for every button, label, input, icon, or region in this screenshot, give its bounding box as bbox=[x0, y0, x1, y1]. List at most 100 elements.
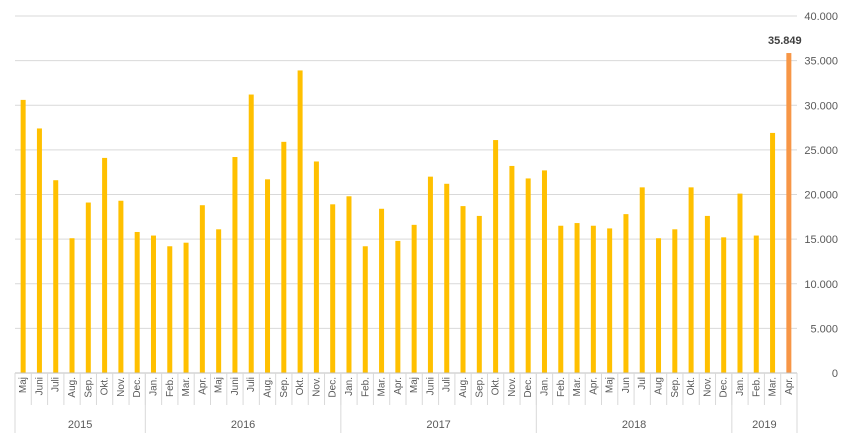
x-tick-label: Juli bbox=[51, 377, 62, 392]
x-tick-label: Jun bbox=[621, 377, 632, 393]
year-label: 2017 bbox=[426, 419, 450, 431]
x-tick-label: Apr. bbox=[588, 377, 599, 395]
x-tick-label: Sep. bbox=[279, 377, 290, 398]
bar bbox=[346, 196, 352, 373]
x-tick-label: Nov. bbox=[702, 377, 713, 397]
bar bbox=[395, 240, 401, 373]
x-tick-label: Maj bbox=[409, 377, 420, 393]
x-tick-label: Sep. bbox=[670, 377, 681, 398]
x-tick-label: Nov. bbox=[507, 377, 518, 397]
bar bbox=[379, 208, 385, 373]
x-tick-label: Mar. bbox=[181, 377, 192, 396]
bar bbox=[656, 238, 662, 373]
x-tick-label: Juli bbox=[246, 377, 257, 392]
x-tick-label: Jan. bbox=[735, 377, 746, 396]
bar bbox=[721, 237, 727, 373]
x-tick-label: Mar. bbox=[377, 377, 388, 396]
bar bbox=[330, 204, 336, 373]
bar bbox=[737, 193, 743, 373]
x-tick-label: Okt. bbox=[686, 377, 697, 395]
y-tick-label: 20.000 bbox=[804, 190, 838, 202]
bar bbox=[118, 200, 124, 373]
bar bbox=[297, 70, 303, 373]
year-label: 2016 bbox=[231, 419, 255, 431]
bar bbox=[102, 157, 108, 373]
x-tick-label: Aug. bbox=[263, 377, 274, 398]
x-tick-label: Apr. bbox=[784, 377, 795, 395]
bar bbox=[558, 225, 564, 373]
bar bbox=[134, 231, 140, 373]
x-tick-label: Mar. bbox=[572, 377, 583, 396]
x-tick-label: Okt. bbox=[491, 377, 502, 395]
y-axis: 0 5.000 10.000 15.000 20.000 25.000 30.000 35.0… bbox=[804, 11, 838, 380]
x-tick-label: Okt. bbox=[295, 377, 306, 395]
year-label: 2015 bbox=[68, 419, 92, 431]
x-tick-label: Jan. bbox=[148, 377, 159, 396]
x-tick-label: Dec. bbox=[132, 377, 143, 398]
x-tick-label: Nov. bbox=[116, 377, 127, 397]
x-tick-label: Apr. bbox=[393, 377, 404, 395]
bar bbox=[20, 99, 26, 374]
bar bbox=[672, 229, 678, 373]
bar bbox=[411, 224, 417, 373]
y-tick-label: 30.000 bbox=[804, 100, 838, 112]
x-tick-label: Okt. bbox=[100, 377, 111, 395]
bar bbox=[786, 53, 792, 374]
bar bbox=[362, 246, 368, 373]
bar bbox=[427, 176, 433, 373]
x-tick-label: Apr. bbox=[197, 377, 208, 395]
bar bbox=[85, 202, 91, 373]
x-tick-label: Jan. bbox=[344, 377, 355, 396]
x-tick-label: Dec. bbox=[719, 377, 730, 398]
y-tick-label: 5.000 bbox=[810, 323, 838, 335]
bar bbox=[69, 238, 75, 373]
bar bbox=[313, 161, 319, 373]
x-tick-label: Nov. bbox=[311, 377, 322, 397]
bar bbox=[590, 225, 596, 373]
x-tick-label: Juni bbox=[34, 377, 45, 395]
x-tick-label: Maj bbox=[605, 377, 616, 393]
x-tick-label: Feb. bbox=[165, 377, 176, 397]
y-tick-label: 15.000 bbox=[804, 234, 838, 246]
x-axis: Maj Juni Juli Aug. Sep. Okt. Nov. Dec. Jan. Feb. M… bbox=[14, 372, 798, 433]
x-tick-label: Dec. bbox=[523, 377, 534, 398]
bar bbox=[53, 180, 59, 373]
x-tick-label: Feb. bbox=[751, 377, 762, 397]
year-label: 2019 bbox=[752, 419, 776, 431]
x-tick-label: Jan. bbox=[539, 377, 550, 396]
bar bbox=[476, 215, 482, 373]
bar bbox=[216, 229, 222, 373]
x-tick-label: Jul bbox=[637, 377, 648, 390]
bar bbox=[688, 187, 694, 373]
data-label: 35.849 bbox=[768, 35, 802, 47]
bar bbox=[607, 228, 613, 373]
gridlines bbox=[15, 15, 797, 329]
bar bbox=[623, 214, 629, 373]
bar bbox=[265, 179, 271, 373]
x-tick-label: Mar. bbox=[768, 377, 779, 396]
bar bbox=[541, 170, 547, 373]
bar bbox=[444, 183, 450, 373]
bar bbox=[199, 205, 205, 373]
x-tick-label: Juni bbox=[230, 377, 241, 395]
x-tick-label: Aug. bbox=[458, 377, 469, 398]
bar bbox=[493, 140, 499, 373]
bar bbox=[232, 157, 238, 373]
bar bbox=[753, 235, 759, 373]
x-tick-label: Sep. bbox=[474, 377, 485, 398]
x-tick-label: Aug. bbox=[67, 377, 78, 398]
x-tick-label: Sep. bbox=[83, 377, 94, 398]
bars bbox=[20, 53, 792, 374]
y-tick-label: 25.000 bbox=[804, 145, 838, 157]
y-tick-label: 10.000 bbox=[804, 279, 838, 291]
bar bbox=[770, 132, 776, 373]
bar bbox=[525, 178, 531, 373]
data-labels: 35.849 bbox=[768, 35, 802, 47]
bar bbox=[183, 242, 189, 373]
x-tick-label: Maj bbox=[18, 377, 29, 393]
bar bbox=[574, 223, 580, 373]
x-tick-label: Maj bbox=[214, 377, 225, 393]
x-tick-label: Aug bbox=[654, 377, 665, 395]
y-tick-label: 0 bbox=[832, 368, 838, 380]
